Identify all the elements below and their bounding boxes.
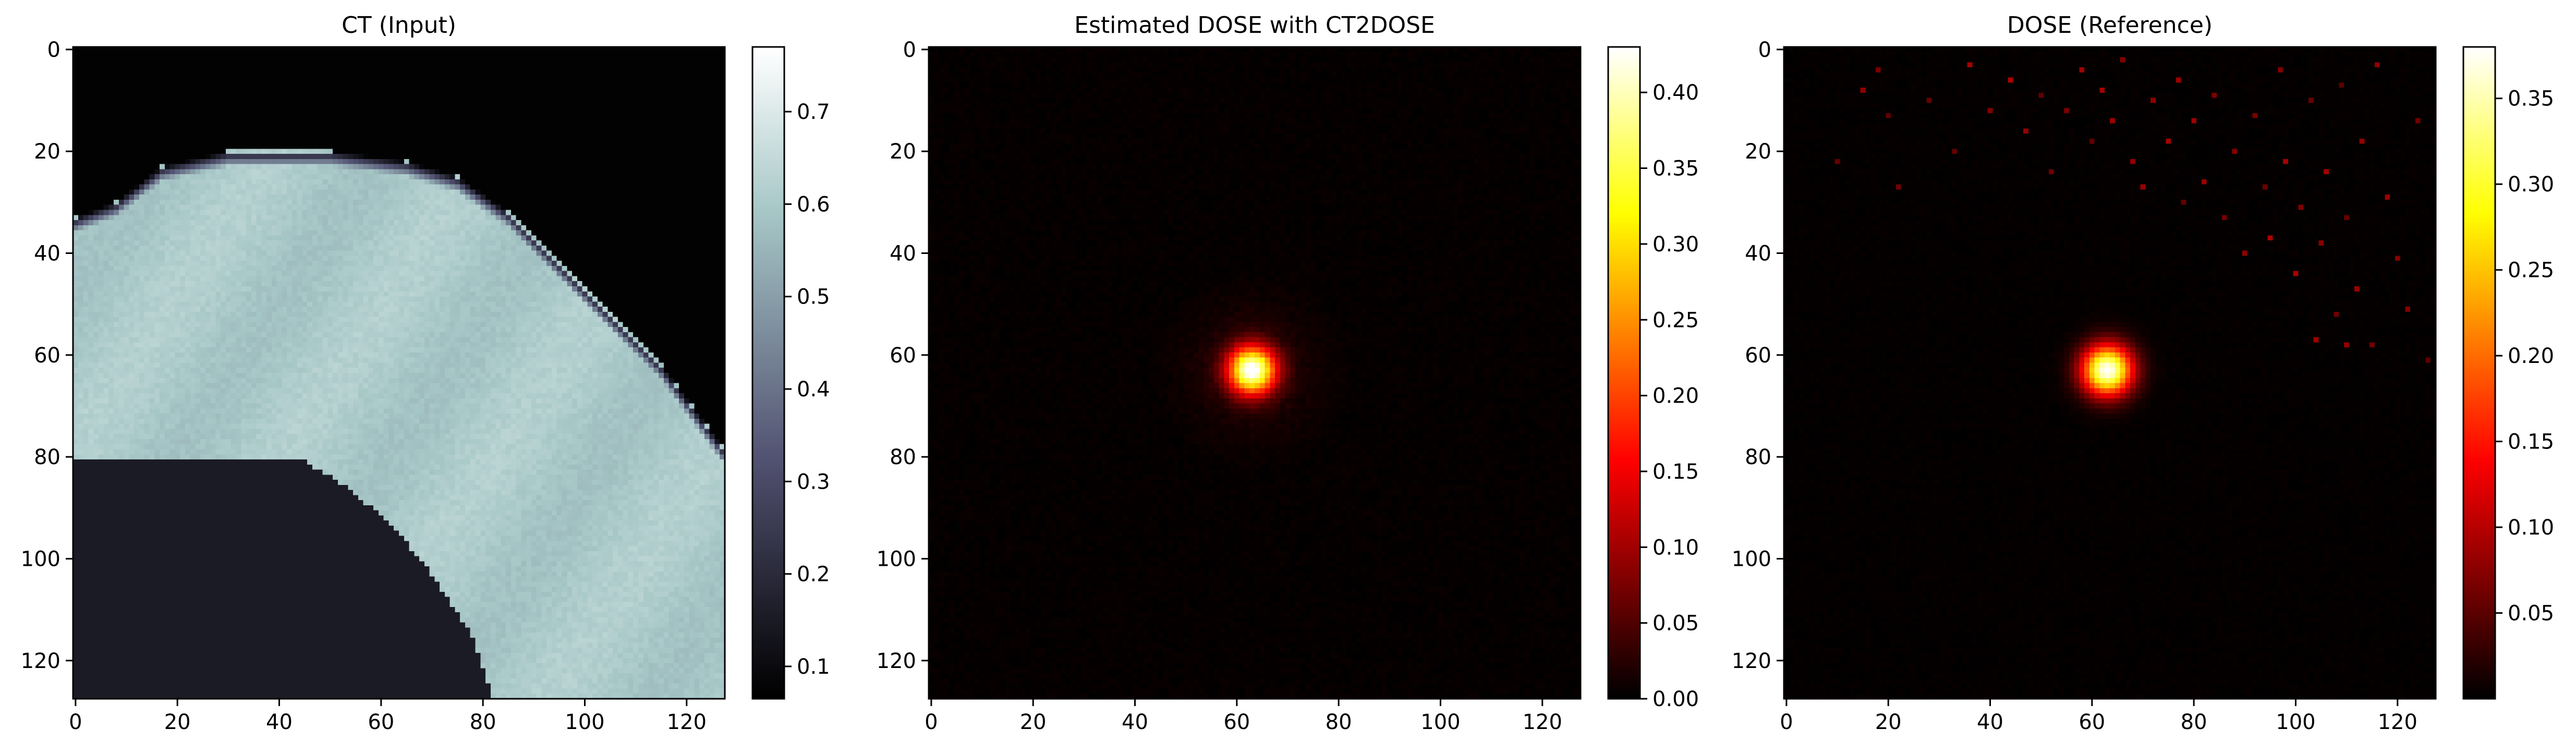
y-tick-label: 0	[903, 38, 916, 62]
y-tick-label: 20	[890, 140, 916, 164]
colorbar-tick-label: 0.30	[1652, 233, 1699, 257]
x-axis: 0 20 40 60 80 100 120	[925, 699, 1562, 734]
colorbar-tick-label: 0.35	[2508, 87, 2554, 111]
y-tick-label: 0	[1758, 38, 1771, 62]
colorbar-tick-label: 0.3	[797, 470, 830, 494]
colorbar-border	[751, 46, 785, 700]
y-tick-label: 40	[1745, 242, 1771, 266]
reference-dose-image	[1784, 47, 2436, 699]
y-tick-label: 40	[890, 242, 916, 266]
panel-title: DOSE (Reference)	[2007, 12, 2213, 39]
colorbar-gradient	[2463, 47, 2495, 699]
image-frame	[928, 46, 1582, 700]
x-tick-label: 120	[667, 710, 707, 734]
x-tick-label: 80	[470, 710, 496, 734]
colorbar-ticks: 0.05 0.10 0.15 0.20 0.25 0.30 0.35	[2495, 87, 2554, 626]
colorbar-tick-label: 0.30	[2508, 173, 2554, 197]
panel-reference-dose: DOSE (Reference) 0 20 40 60 80 100 120 0 20 40 60…	[1732, 12, 2554, 734]
colorbar-tick-label: 0.05	[1652, 612, 1699, 636]
ct-image	[73, 47, 725, 699]
x-tick-label: 100	[565, 710, 604, 734]
colorbar-tick-label: 0.00	[1652, 687, 1699, 711]
x-tick-label: 80	[1326, 710, 1352, 734]
colorbar: 0.05 0.10 0.15 0.20 0.25 0.30 0.35	[2462, 46, 2554, 700]
x-tick-label: 40	[1122, 710, 1148, 734]
x-axis: 0 20 40 60 80 100 120	[69, 699, 707, 734]
colorbar-tick-label: 0.1	[797, 655, 830, 679]
x-tick-label: 100	[2276, 710, 2315, 734]
x-tick-label: 40	[266, 710, 293, 734]
colorbar-border	[1607, 46, 1641, 700]
colorbar-gradient	[752, 47, 784, 699]
y-axis: 0 20 40 60 80 100 120	[1732, 38, 1784, 673]
image-border	[928, 46, 1582, 700]
y-tick-label: 60	[34, 344, 60, 368]
panel-title: CT (Input)	[342, 12, 456, 39]
colorbar-tick-label: 0.35	[1652, 157, 1699, 181]
y-tick-label: 80	[34, 445, 60, 469]
colorbar-tick-label: 0.20	[2508, 344, 2554, 368]
estimated-dose-image	[929, 47, 1581, 699]
x-tick-label: 60	[368, 710, 394, 734]
x-tick-label: 100	[1420, 710, 1460, 734]
x-tick-label: 0	[925, 710, 938, 734]
colorbar-tick-label: 0.5	[797, 285, 830, 309]
colorbar-tick-label: 0.05	[2508, 602, 2554, 626]
y-tick-label: 20	[34, 140, 60, 164]
y-axis: 0 20 40 60 80 100 120	[877, 38, 929, 673]
colorbar-tick-label: 0.40	[1652, 81, 1699, 105]
panel-ct-input: CT (Input) 0 20 40 60 80 100 120 0 20 40 60 80 100 1…	[21, 12, 830, 734]
y-tick-label: 120	[1732, 649, 1771, 673]
y-tick-label: 40	[34, 242, 60, 266]
colorbar-tick-label: 0.15	[2508, 430, 2554, 454]
colorbar: 0.1 0.2 0.3 0.4 0.5 0.6 0.7	[751, 46, 830, 700]
panel-estimated-dose: Estimated DOSE with CT2DOSE 0 20 40 60 80 100…	[877, 12, 1699, 734]
image-frame	[1783, 46, 2437, 700]
colorbar-ticks: 0.00 0.05 0.10 0.15 0.20 0.25 0.30 0.35 0.40	[1640, 81, 1699, 711]
colorbar-ticks: 0.1 0.2 0.3 0.4 0.5 0.6 0.7	[784, 100, 830, 679]
y-tick-label: 60	[890, 344, 916, 368]
x-tick-label: 20	[1875, 710, 1902, 734]
colorbar: 0.00 0.05 0.10 0.15 0.20 0.25 0.30 0.35 0.40	[1607, 46, 1699, 711]
x-tick-label: 0	[69, 710, 82, 734]
colorbar-tick-label: 0.2	[797, 563, 830, 587]
colorbar-tick-label: 0.25	[1652, 308, 1699, 332]
colorbar-tick-label: 0.7	[797, 100, 830, 124]
y-tick-label: 120	[21, 649, 60, 673]
x-tick-label: 20	[1020, 710, 1047, 734]
x-tick-label: 120	[2378, 710, 2417, 734]
x-tick-label: 0	[1780, 710, 1793, 734]
colorbar-gradient	[1608, 47, 1640, 699]
colorbar-tick-label: 0.10	[1652, 536, 1699, 560]
y-tick-label: 100	[1732, 547, 1771, 571]
x-tick-label: 20	[164, 710, 191, 734]
y-tick-label: 100	[21, 547, 60, 571]
image-border	[1783, 46, 2437, 700]
colorbar-tick-label: 0.10	[2508, 516, 2554, 540]
y-tick-label: 80	[1745, 445, 1771, 469]
colorbar-border	[2462, 46, 2496, 700]
y-tick-label: 100	[877, 547, 916, 571]
image-border	[72, 46, 726, 700]
colorbar-tick-label: 0.4	[797, 378, 830, 402]
y-tick-label: 60	[1745, 344, 1771, 368]
x-tick-label: 40	[1977, 710, 2003, 734]
panel-title: Estimated DOSE with CT2DOSE	[1074, 12, 1435, 39]
y-tick-label: 0	[47, 38, 60, 62]
colorbar-tick-label: 0.20	[1652, 384, 1699, 408]
colorbar-tick-label: 0.15	[1652, 460, 1699, 484]
colorbar-tick-label: 0.6	[797, 192, 830, 216]
y-tick-label: 120	[877, 649, 916, 673]
y-tick-label: 80	[890, 445, 916, 469]
y-axis: 0 20 40 60 80 100 120	[21, 38, 73, 673]
colorbar-tick-label: 0.25	[2508, 259, 2554, 283]
y-tick-label: 20	[1745, 140, 1771, 164]
x-tick-label: 60	[2079, 710, 2105, 734]
x-tick-label: 80	[2181, 710, 2207, 734]
x-tick-label: 120	[1523, 710, 1562, 734]
x-tick-label: 60	[1223, 710, 1250, 734]
image-frame	[72, 46, 726, 700]
x-axis: 0 20 40 60 80 100 120	[1780, 699, 2417, 734]
